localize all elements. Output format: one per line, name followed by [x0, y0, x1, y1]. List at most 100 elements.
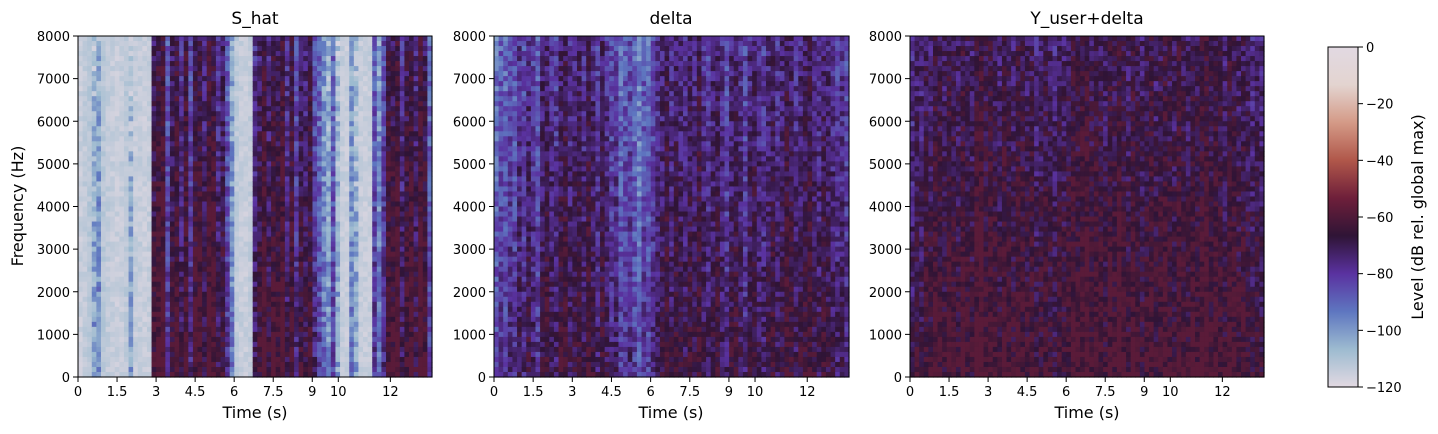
- spectrogram-cell: [280, 312, 285, 318]
- spectrogram-cell: [92, 186, 97, 192]
- spectrogram-cell: [276, 51, 281, 57]
- spectrogram-cell: [165, 247, 170, 253]
- spectrogram-cell: [78, 106, 83, 112]
- spectrogram-cell: [175, 327, 180, 333]
- spectrogram-cell: [239, 146, 244, 152]
- spectrogram-cell: [239, 126, 244, 132]
- spectrogram-cell: [340, 347, 345, 353]
- spectrogram-cell: [331, 201, 336, 207]
- spectrogram-cell: [331, 207, 336, 213]
- spectrogram-cell: [96, 116, 101, 122]
- spectrogram-cell: [257, 322, 262, 328]
- spectrogram-cell: [294, 91, 299, 97]
- spectrogram-cell: [253, 116, 258, 122]
- spectrogram-cell: [188, 312, 193, 318]
- spectrogram-cell: [244, 151, 249, 157]
- spectrogram-cell: [92, 111, 97, 117]
- spectrogram-cell: [335, 257, 340, 263]
- spectrogram-cell: [331, 196, 336, 202]
- spectrogram-cell: [317, 151, 322, 157]
- spectrogram-cell: [253, 186, 258, 192]
- spectrogram-cell: [248, 217, 253, 223]
- spectrogram-cell: [276, 292, 281, 298]
- spectrogram-cell: [294, 262, 299, 268]
- spectrogram-cell: [179, 56, 184, 62]
- spectrogram-cell: [312, 156, 317, 162]
- spectrogram-cell: [92, 222, 97, 228]
- spectrogram-cell: [303, 51, 308, 57]
- spectrogram-cell: [345, 217, 350, 223]
- spectrogram-cell: [175, 196, 180, 202]
- spectrogram-cell: [147, 332, 152, 338]
- spectrogram-cell: [92, 46, 97, 52]
- spectrogram-cell: [363, 61, 368, 67]
- spectrogram-cell: [248, 282, 253, 288]
- spectrogram-cell: [170, 217, 175, 223]
- spectrogram-cell: [119, 181, 124, 187]
- spectrogram-cell: [101, 232, 106, 238]
- spectrogram-cell: [225, 277, 230, 283]
- spectrogram-cell: [289, 347, 294, 353]
- spectrogram-cell: [124, 222, 129, 228]
- spectrogram-cell: [354, 212, 359, 218]
- spectrogram-cell: [345, 207, 350, 213]
- spectrogram-cell: [106, 161, 111, 167]
- spectrogram-cell: [248, 222, 253, 228]
- spectrogram-cell: [276, 212, 281, 218]
- spectrogram-cell: [124, 247, 129, 253]
- spectrogram-cell: [193, 46, 198, 52]
- spectrogram-cell: [262, 61, 267, 67]
- spectrogram-cell: [331, 111, 336, 117]
- spectrogram-cell: [129, 86, 134, 92]
- spectrogram-cell: [216, 161, 221, 167]
- spectrogram-cell: [271, 126, 276, 132]
- spectrogram-cell: [83, 121, 88, 127]
- spectrogram-cell: [326, 362, 331, 368]
- spectrogram-cell: [244, 277, 249, 283]
- spectrogram-cell: [142, 136, 147, 142]
- spectrogram-cell: [161, 131, 166, 137]
- spectrogram-cell: [317, 136, 322, 142]
- spectrogram-cell: [165, 116, 170, 122]
- spectrogram-cell: [280, 131, 285, 137]
- spectrogram-cell: [156, 126, 161, 132]
- spectrogram-cell: [358, 287, 363, 293]
- spectrogram-cell: [244, 191, 249, 197]
- spectrogram-cell: [248, 307, 253, 313]
- spectrogram-cell: [83, 222, 88, 228]
- spectrogram-cell: [262, 151, 267, 157]
- spectrogram-cell: [165, 282, 170, 288]
- spectrogram-cell: [83, 247, 88, 253]
- spectrogram-cell: [289, 267, 294, 273]
- spectrogram-cell: [96, 51, 101, 57]
- spectrogram-cell: [266, 121, 271, 127]
- spectrogram-cell: [161, 86, 166, 92]
- spectrogram-cell: [276, 186, 281, 192]
- spectrogram-cell: [354, 257, 359, 263]
- spectrogram-cell: [101, 237, 106, 243]
- spectrogram-cell: [96, 212, 101, 218]
- spectrogram-cell: [354, 217, 359, 223]
- spectrogram-cell: [92, 302, 97, 308]
- spectrogram-cell: [142, 227, 147, 233]
- spectrogram-cell: [340, 262, 345, 268]
- spectrogram-cell: [124, 106, 129, 112]
- spectrogram-cell: [101, 337, 106, 343]
- spectrogram-cell: [133, 96, 138, 102]
- spectrogram-cell: [221, 217, 226, 223]
- spectrogram-cell: [96, 357, 101, 363]
- spectrogram-cell: [289, 66, 294, 72]
- spectrogram-cell: [276, 146, 281, 152]
- spectrogram-cell: [294, 166, 299, 172]
- spectrogram-cell: [335, 166, 340, 172]
- spectrogram-cell: [317, 76, 322, 82]
- spectrogram-cell: [266, 227, 271, 233]
- spectrogram-cell: [147, 237, 152, 243]
- spectrogram-cell: [152, 61, 157, 67]
- spectrogram-cell: [239, 237, 244, 243]
- spectrogram-cell: [326, 267, 331, 273]
- spectrogram-cell: [188, 242, 193, 248]
- spectrogram-cell: [179, 201, 184, 207]
- spectrogram-cell: [308, 237, 313, 243]
- spectrogram-cell: [335, 357, 340, 363]
